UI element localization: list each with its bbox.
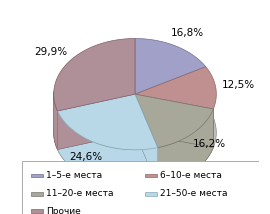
Text: 11–20-е места: 11–20-е места bbox=[46, 189, 113, 198]
Text: 16,8%: 16,8% bbox=[171, 28, 204, 38]
Text: 21–50-е места: 21–50-е места bbox=[160, 189, 228, 198]
Polygon shape bbox=[158, 109, 213, 186]
Ellipse shape bbox=[54, 77, 216, 188]
Polygon shape bbox=[54, 39, 135, 111]
Text: 16,2%: 16,2% bbox=[193, 139, 226, 149]
FancyBboxPatch shape bbox=[22, 160, 259, 214]
Polygon shape bbox=[58, 94, 135, 150]
Polygon shape bbox=[135, 67, 216, 109]
Polygon shape bbox=[54, 92, 58, 150]
Polygon shape bbox=[135, 94, 213, 148]
Bar bbox=[31, 192, 43, 196]
Text: 6–10-е места: 6–10-е места bbox=[160, 171, 222, 180]
Polygon shape bbox=[58, 94, 158, 150]
Polygon shape bbox=[58, 94, 135, 150]
Polygon shape bbox=[135, 94, 213, 147]
Bar bbox=[31, 174, 43, 177]
Bar bbox=[145, 192, 157, 196]
Polygon shape bbox=[135, 94, 213, 147]
Text: 29,9%: 29,9% bbox=[34, 47, 68, 57]
Bar bbox=[31, 210, 43, 213]
Polygon shape bbox=[54, 93, 213, 188]
Polygon shape bbox=[135, 39, 206, 94]
Text: 24,6%: 24,6% bbox=[69, 152, 103, 162]
Polygon shape bbox=[135, 94, 158, 186]
Text: 12,5%: 12,5% bbox=[222, 80, 255, 91]
Text: Прочие: Прочие bbox=[46, 207, 81, 214]
Polygon shape bbox=[135, 94, 158, 186]
Text: 1–5-е места: 1–5-е места bbox=[46, 171, 102, 180]
Bar bbox=[145, 174, 157, 177]
Polygon shape bbox=[58, 111, 158, 188]
